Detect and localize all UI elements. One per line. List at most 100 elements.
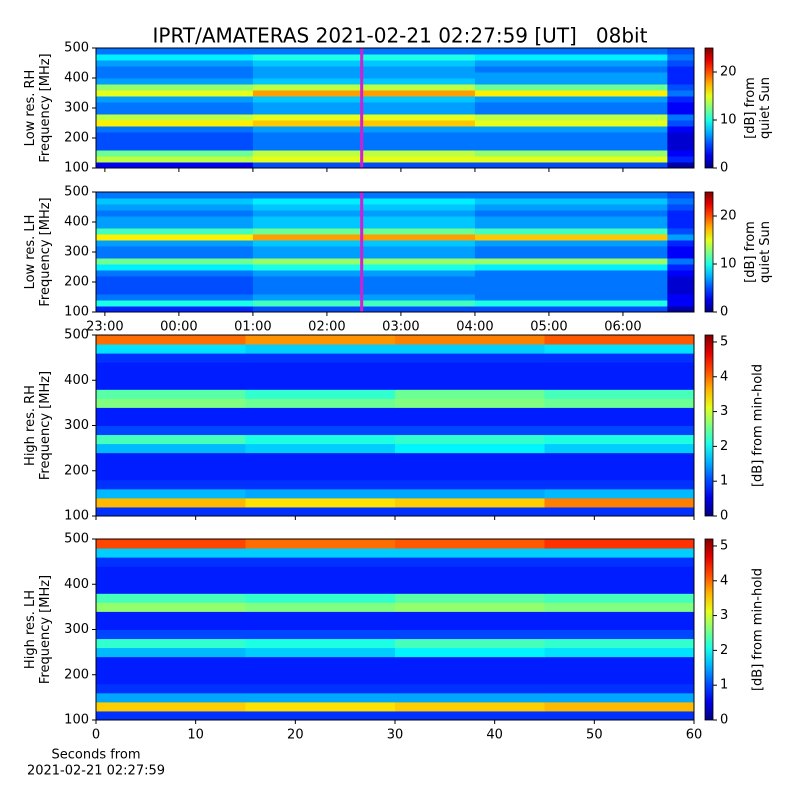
- heatmap-cell: [245, 701, 396, 712]
- colorbar-label: [dB] from: [743, 221, 758, 283]
- heatmap-cell: [96, 84, 254, 91]
- heatmap-cell: [245, 434, 396, 445]
- heatmap-cell: [245, 398, 396, 408]
- x-tick-label: 01:00: [234, 320, 271, 335]
- heatmap-cell: [395, 566, 545, 576]
- heatmap-cell: [96, 611, 246, 621]
- heatmap-cell: [667, 258, 695, 265]
- y-axis-label: Frequency [MHz]: [38, 197, 53, 306]
- heatmap-cell: [474, 240, 668, 247]
- colorbar: [704, 47, 714, 169]
- heatmap-cell: [252, 294, 476, 301]
- heatmap-cell: [96, 443, 246, 454]
- heatmap-cell: [544, 506, 695, 517]
- x-tick-label: 10: [187, 728, 204, 743]
- heatmap-cell: [96, 548, 246, 558]
- heatmap-cell: [667, 72, 695, 79]
- heatmap-cell: [245, 389, 396, 399]
- heatmap-cell: [474, 300, 668, 307]
- heatmap-cell: [252, 204, 476, 211]
- heatmap-cell: [395, 461, 545, 472]
- colorbar: [704, 191, 714, 313]
- heatmap-cell: [96, 162, 254, 169]
- heatmap-cell: [252, 252, 476, 259]
- heatmap-cell: [96, 506, 246, 517]
- y-tick-label: 300: [64, 245, 89, 260]
- heatmap-cell: [96, 204, 254, 211]
- heatmap-cell: [96, 398, 246, 408]
- heatmap-cell: [395, 647, 545, 658]
- heatmap-cell: [667, 102, 695, 109]
- heatmap-cell: [544, 701, 695, 712]
- heatmap-cell: [96, 288, 254, 295]
- heatmap-cell: [474, 276, 668, 283]
- x-tick-label: 00:00: [160, 320, 197, 335]
- x-tick-label: 20: [287, 728, 304, 743]
- heatmap-cell: [395, 620, 545, 630]
- heatmap-cell: [667, 96, 695, 103]
- heatmap-cell: [96, 156, 254, 163]
- heatmap-cell: [667, 48, 695, 55]
- heatmap-cell: [667, 276, 695, 283]
- colorbar-tick-label: 20: [720, 65, 737, 80]
- heatmap-cell: [252, 84, 476, 91]
- colorbar: [704, 334, 714, 517]
- heatmap-cell: [252, 126, 476, 133]
- y-axis-label: High res. LH: [23, 590, 38, 669]
- y-tick-label: 400: [64, 71, 89, 86]
- heatmap-cell: [245, 710, 396, 721]
- heatmap-cell: [667, 198, 695, 205]
- heatmap-cell: [252, 246, 476, 253]
- heatmap-cell: [395, 557, 545, 567]
- heatmap-cell: [252, 150, 476, 157]
- heatmap-cell: [395, 479, 545, 490]
- heatmap-cell: [96, 114, 254, 121]
- heatmap-cell: [252, 60, 476, 67]
- heatmap-cell: [474, 192, 668, 199]
- x-tick-label: 04:00: [456, 320, 493, 335]
- heatmap-cell: [544, 380, 695, 390]
- y-axis-label: Low res. RH: [23, 70, 38, 147]
- y-axis-label: Frequency [MHz]: [38, 575, 53, 684]
- heatmap-cell: [96, 701, 246, 712]
- heatmap-cell: [252, 222, 476, 229]
- heatmap-cell: [96, 228, 254, 235]
- heatmap-cell: [667, 54, 695, 61]
- heatmap-cell: [395, 710, 545, 721]
- heatmap-cell: [245, 638, 396, 649]
- heatmap-cell: [395, 497, 545, 508]
- heatmap-cell: [245, 488, 396, 499]
- heatmap-cell: [667, 270, 695, 277]
- heatmap-cell: [252, 132, 476, 139]
- heatmap-cell: [245, 557, 396, 567]
- heatmap-cell: [544, 407, 695, 417]
- heatmap-cell: [395, 389, 545, 399]
- heatmap-cell: [395, 611, 545, 621]
- y-tick-label: 400: [64, 373, 89, 388]
- heatmap-cell: [395, 371, 545, 381]
- heatmap-cell: [395, 584, 545, 594]
- heatmap-cell: [96, 120, 254, 127]
- heatmap-cell: [96, 710, 246, 721]
- heatmap-cell: [252, 210, 476, 217]
- heatmap-cell: [395, 353, 545, 363]
- heatmap-cell: [544, 620, 695, 630]
- heatmap-cell: [474, 252, 668, 259]
- heatmap-cell: [474, 48, 668, 55]
- heatmap-cell: [96, 264, 254, 271]
- heatmap-cell: [474, 60, 668, 67]
- colorbar-label: [dB] from min-hold: [751, 568, 766, 691]
- heatmap-cell: [252, 138, 476, 145]
- y-tick-label: 200: [64, 275, 89, 290]
- heatmap-cell: [474, 72, 668, 79]
- heatmap-cell: [544, 602, 695, 612]
- heatmap-cell: [544, 353, 695, 363]
- heatmap-cell: [252, 300, 476, 307]
- heatmap-cell: [96, 132, 254, 139]
- heatmap-cell: [96, 425, 246, 436]
- heatmap-cell: [96, 416, 246, 426]
- heatmap-cell: [96, 96, 254, 103]
- heatmap-cell: [96, 674, 246, 685]
- heatmap-cell: [245, 461, 396, 472]
- heatmap-cell: [474, 156, 668, 163]
